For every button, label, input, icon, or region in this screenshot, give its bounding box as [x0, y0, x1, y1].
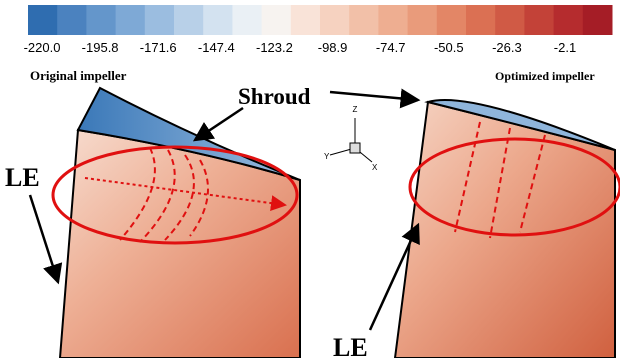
colorbar-label: -2.1 — [554, 40, 576, 55]
right-title: Optimized impeller — [495, 69, 595, 83]
axis-x: X — [372, 163, 378, 172]
colorbar-swatch — [320, 5, 350, 35]
shroud-label: Shroud — [238, 84, 311, 109]
axis-triad — [330, 118, 372, 162]
colorbar-swatch — [408, 5, 438, 35]
colorbar-swatch — [28, 5, 58, 35]
colorbar: -220.0 -195.8 -171.6 -147.4 -123.2 -98.9 -74.7… — [24, 5, 613, 55]
le-label-right: LE — [333, 333, 368, 358]
colorbar-swatch — [203, 5, 233, 35]
colorbar-label: -26.3 — [492, 40, 522, 55]
colorbar-swatch — [116, 5, 146, 35]
colorbar-swatch — [466, 5, 496, 35]
colorbar-swatch — [554, 5, 584, 35]
colorbar-swatch — [378, 5, 408, 35]
colorbar-label: -220.0 — [24, 40, 61, 55]
figure: -220.0 -195.8 -171.6 -147.4 -123.2 -98.9 -74.7… — [0, 0, 620, 358]
colorbar-label: -195.8 — [82, 40, 119, 55]
colorbar-label: -123.2 — [256, 40, 293, 55]
axis-y: Y — [324, 152, 330, 161]
colorbar-swatch — [349, 5, 379, 35]
colorbar-label: -147.4 — [198, 40, 235, 55]
colorbar-swatch — [145, 5, 175, 35]
axis-z: Z — [353, 105, 358, 114]
colorbar-swatch — [437, 5, 467, 35]
original-impeller — [53, 88, 300, 358]
colorbar-swatch — [86, 5, 116, 35]
colorbar-swatch — [495, 5, 525, 35]
left-title: Original impeller — [30, 68, 127, 83]
colorbar-swatch — [291, 5, 321, 35]
le-label-left: LE — [5, 163, 40, 192]
colorbar-label: -50.5 — [434, 40, 464, 55]
colorbar-swatch — [524, 5, 554, 35]
colorbar-swatch — [232, 5, 262, 35]
colorbar-swatch — [262, 5, 292, 35]
colorbar-swatch — [57, 5, 87, 35]
colorbar-label: -171.6 — [140, 40, 177, 55]
colorbar-label: -98.9 — [318, 40, 348, 55]
colorbar-swatch — [174, 5, 204, 35]
colorbar-label: -74.7 — [376, 40, 406, 55]
colorbar-swatch — [583, 5, 613, 35]
optimized-impeller — [395, 100, 620, 358]
